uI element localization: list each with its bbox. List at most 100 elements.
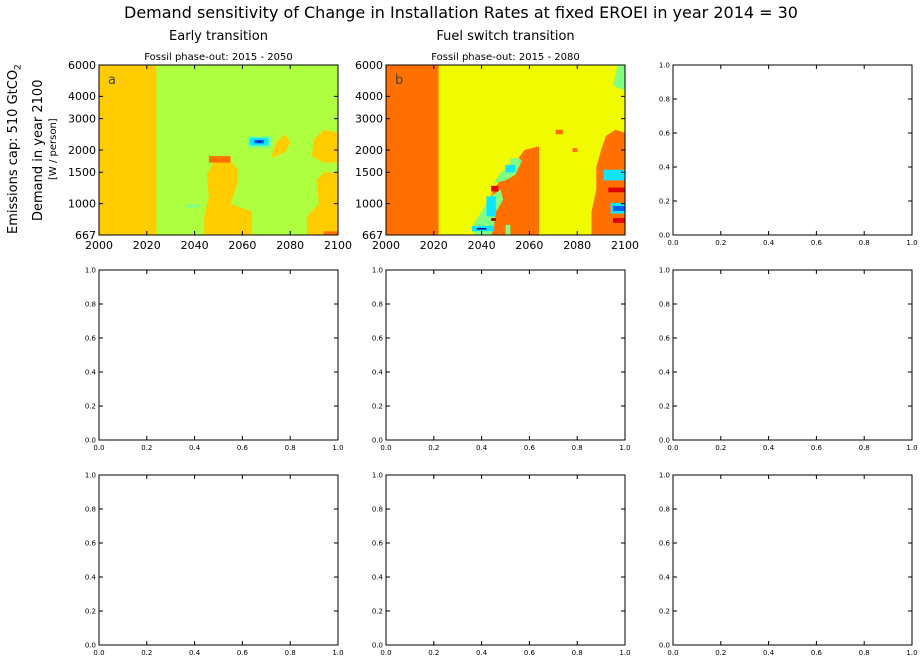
y-tick-label: 0.8 (372, 505, 383, 513)
y-tick-label: 0.6 (85, 334, 97, 342)
x-tick-label: 0.6 (524, 649, 536, 657)
y-tick-label: 0.6 (372, 334, 384, 342)
column-title-early-transition: Early transition (169, 29, 268, 44)
panel-e: 0.0 0.2 0.4 0.6 0.8 1.0 0.0 0.2 0.4 0.6 0.8 1.0 (372, 266, 631, 452)
y-tick-label: 0.0 (372, 436, 383, 444)
heatmap-region-orange (306, 172, 338, 235)
heatmap-region-red (608, 187, 625, 193)
y-tick-label: 0.2 (372, 607, 383, 615)
x-tick-label: 0.0 (93, 444, 104, 452)
x-tick-label: 0.0 (380, 444, 391, 452)
heatmap-region-dark_blue (256, 140, 262, 143)
y-tick-label: 4000 (68, 90, 96, 103)
heatmap-region-orange_dark (386, 65, 439, 235)
x-tick-label: 0.8 (285, 444, 296, 452)
x-tick-label: 2100 (611, 239, 639, 252)
y-tick-label: 0.0 (659, 231, 670, 239)
heatmap-region-orange_dark (481, 146, 539, 235)
heatmap-region-orange (311, 129, 338, 163)
axes-frame (672, 474, 913, 646)
axes-frame (672, 269, 913, 441)
y-tick-label: 0.8 (659, 95, 670, 103)
x-tick-label: 0.8 (285, 649, 296, 657)
heatmap-region-light_green (510, 158, 520, 165)
x-tick-label: 0.4 (763, 649, 775, 657)
heatmap-region-red (613, 218, 625, 223)
x-tick-label: 0.4 (763, 239, 775, 247)
y-tick-label: 3000 (68, 112, 96, 125)
panel-title: Fossil phase-out: 2015 - 2080 (431, 52, 579, 63)
axes-frame (385, 474, 626, 646)
y-tick-label: 0.8 (85, 300, 96, 308)
panel-d: 0.0 0.2 0.4 0.6 0.8 1.0 0.0 0.2 0.4 0.6 0.8 1.0 (85, 266, 344, 452)
x-tick-label: 0.2 (141, 649, 152, 657)
x-tick-label: 0.8 (859, 649, 870, 657)
x-tick-label: 1.0 (906, 649, 917, 657)
x-tick-label: 2000 (372, 239, 400, 252)
y-tick-label: 3000 (355, 112, 383, 125)
x-tick-label: 0.8 (859, 444, 870, 452)
heatmap-region-blue (613, 206, 625, 211)
x-tick-label: 0.4 (476, 649, 488, 657)
y-tick-label: 0.8 (372, 300, 383, 308)
axes-frame (385, 269, 626, 441)
y-tick-label: 0.0 (659, 436, 670, 444)
x-tick-label: 0.0 (667, 444, 678, 452)
x-tick-label: 1.0 (619, 649, 630, 657)
x-tick-label: 0.0 (667, 239, 678, 247)
panel-i: 0.0 0.2 0.4 0.6 0.8 1.0 0.0 0.2 0.4 0.6 0.8 1.0 (659, 471, 918, 657)
x-tick-label: 0.2 (715, 649, 726, 657)
y-tick-label: 1.0 (659, 61, 670, 69)
y-tick-label: 1.0 (659, 266, 670, 274)
y-tick-label: 0.6 (85, 539, 97, 547)
panel-letter: a (108, 73, 116, 88)
x-tick-label: 0.2 (428, 649, 439, 657)
heatmap-region-light_green (613, 65, 625, 91)
heatmap-region-cyan (505, 164, 516, 173)
x-tick-label: 0.6 (811, 649, 823, 657)
y-tick-label: 1.0 (372, 266, 383, 274)
heatmap-region-orange_dark (555, 129, 563, 135)
x-tick-label: 1.0 (906, 239, 917, 247)
x-tick-label: 2020 (133, 239, 161, 252)
x-tick-label: 0.0 (667, 649, 678, 657)
panel-title: Fossil phase-out: 2015 - 2050 (144, 52, 292, 63)
y-tick-label: 0.6 (659, 539, 671, 547)
figure-suptitle: Demand sensitivity of Change in Installa… (124, 3, 798, 22)
x-tick-label: 1.0 (332, 649, 343, 657)
y-tick-label: 1500 (355, 166, 383, 179)
x-tick-label: 1.0 (619, 444, 630, 452)
y-tick-label: 0.2 (372, 402, 383, 410)
x-tick-label: 0.2 (715, 444, 726, 452)
x-tick-label: 2000 (85, 239, 113, 252)
panel-letter: b (395, 73, 403, 88)
x-tick-label: 2080 (563, 239, 591, 252)
panel-a: 2000 2020 2040 2060 2080 2100 667 1000 1500 2000 3… (68, 52, 352, 252)
y-tick-label: 6000 (355, 59, 383, 72)
x-tick-label: 0.2 (141, 444, 152, 452)
y-tick-label: 0.0 (85, 641, 96, 649)
heatmap-region-cyan (603, 169, 625, 181)
y-tick-label: 667 (75, 229, 96, 242)
y-tick-label: 0.8 (659, 505, 670, 513)
heatmap-region-cyan (486, 196, 496, 217)
y-tick-label: 0.0 (659, 641, 670, 649)
heatmap-region-red (491, 185, 499, 192)
y-tick-label: 0.2 (659, 402, 670, 410)
x-tick-label: 0.2 (428, 444, 439, 452)
y-tick-label: 0.2 (85, 607, 96, 615)
y-tick-label: 0.4 (85, 368, 97, 376)
y-tick-label: 667 (362, 229, 383, 242)
x-tick-label: 2060 (515, 239, 543, 252)
heatmap-region-orange_dark (208, 156, 231, 163)
x-tick-label: 0.4 (763, 444, 775, 452)
y-tick-label: 6000 (68, 59, 96, 72)
panel-g: 0.0 0.2 0.4 0.6 0.8 1.0 0.0 0.2 0.4 0.6 0.8 1.0 (85, 471, 344, 657)
heatmap-b (386, 65, 625, 235)
y-tick-label: 0.0 (372, 641, 383, 649)
panel-c: 0.0 0.2 0.4 0.6 0.8 1.0 0.0 0.2 0.4 0.6 0.8 1.0 (659, 61, 918, 247)
y-tick-label: 1.0 (85, 266, 96, 274)
x-tick-label: 0.6 (524, 444, 536, 452)
x-tick-label: 0.0 (380, 649, 391, 657)
